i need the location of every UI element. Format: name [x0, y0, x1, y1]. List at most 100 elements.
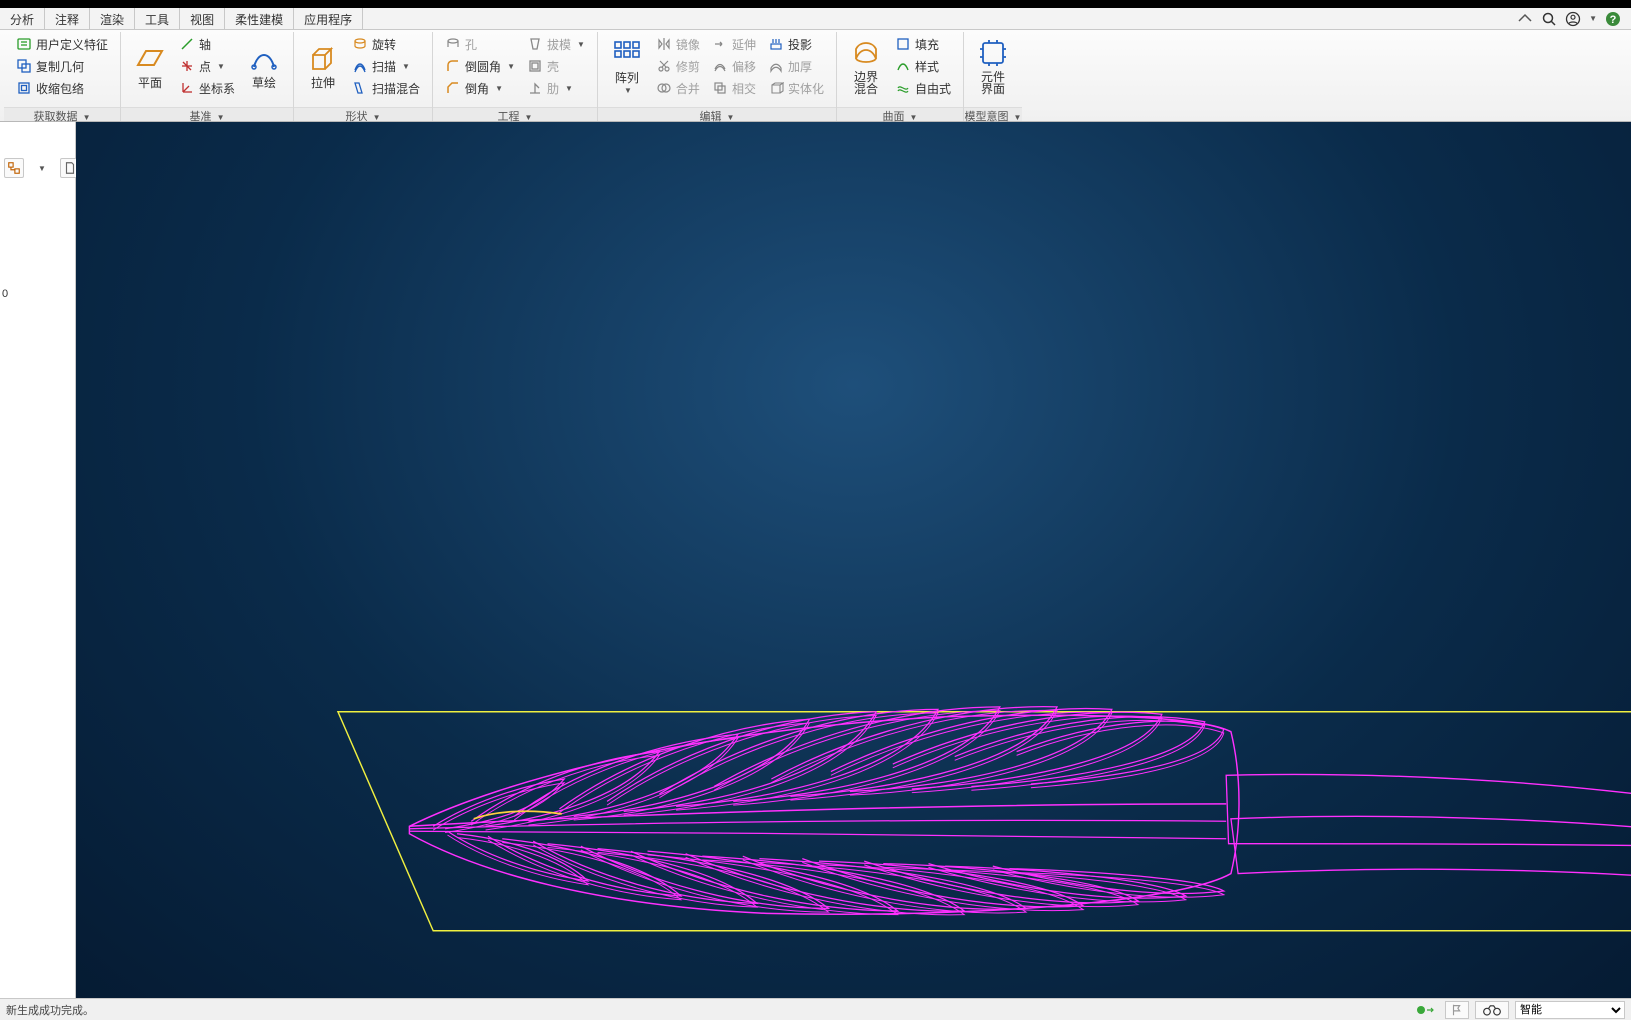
user-feature-button[interactable]: 用户定义特征 [14, 34, 110, 54]
copy-geom-icon [16, 58, 32, 74]
project-icon [768, 36, 784, 52]
tab-view[interactable]: 视图 [180, 8, 225, 29]
revolve-label: 旋转 [372, 36, 396, 53]
plane-button[interactable]: 平面 [127, 34, 173, 98]
swept-blend-icon [352, 80, 368, 96]
offset-icon [712, 58, 728, 74]
shell-button[interactable]: 壳 [525, 56, 587, 76]
copy-geom-button[interactable]: 复制几何 [14, 56, 110, 76]
trim-button[interactable]: 修剪 [654, 56, 702, 76]
fill-button[interactable]: 填充 [893, 34, 953, 54]
point-label: 点 [199, 58, 211, 75]
tree-node-0[interactable]: 0 [2, 288, 8, 300]
user-icon[interactable] [1565, 11, 1581, 27]
trim-icon [656, 58, 672, 74]
group-title-engineering: 工程 ▼ [433, 107, 597, 121]
axis-label: 轴 [199, 36, 211, 53]
sketch-label: 草绘 [252, 77, 276, 89]
round-button[interactable]: 倒圆角▼ [443, 56, 517, 76]
shrinkwrap-button[interactable]: 收缩包络 [14, 78, 110, 98]
model-tree-icon[interactable] [4, 158, 24, 178]
merge-button[interactable]: 合并 [654, 78, 702, 98]
pattern-button[interactable]: 阵列 ▼ [604, 34, 650, 98]
window-titlebar-blackstrip [0, 0, 1631, 8]
record-icon[interactable] [1411, 1004, 1439, 1016]
boundary-blend-label: 边界 混合 [854, 71, 878, 95]
boundary-blend-icon [850, 37, 882, 69]
plane-label: 平面 [138, 77, 162, 89]
rib-button[interactable]: 肋▼ [525, 78, 587, 98]
ribbon-group-datum: 平面 轴 点▼ 坐标系 草绘 基准 ▼ [121, 32, 294, 121]
draft-button[interactable]: 拔模▼ [525, 34, 587, 54]
flag-icon[interactable] [1445, 1001, 1469, 1019]
shrinkwrap-icon [16, 80, 32, 96]
ribbon-group-surface: 边界 混合 填充 样式 自由式 曲面 ▼ [837, 32, 964, 121]
csys-button[interactable]: 坐标系 [177, 78, 237, 98]
ribbon-group-intent: 元件 界面 模型意图 ▼ [964, 32, 1022, 121]
tab-flex-model[interactable]: 柔性建模 [225, 8, 294, 29]
solidify-button[interactable]: 实体化 [766, 78, 826, 98]
tab-annotate[interactable]: 注释 [45, 8, 90, 29]
style-icon [895, 58, 911, 74]
ribbon-group-shapes: 拉伸 旋转 扫描▼ 扫描混合 形状 ▼ [294, 32, 433, 121]
component-ui-icon [977, 37, 1009, 69]
pattern-icon [611, 38, 643, 70]
offset-button[interactable]: 偏移 [710, 56, 758, 76]
csys-label: 坐标系 [199, 80, 235, 97]
binoculars-icon[interactable] [1475, 1001, 1509, 1019]
tab-analysis[interactable]: 分析 [0, 8, 45, 29]
revolve-button[interactable]: 旋转 [350, 34, 422, 54]
point-button[interactable]: 点▼ [177, 56, 237, 76]
shrinkwrap-label: 收缩包络 [36, 80, 84, 97]
group-title-datum: 基准 ▼ [121, 107, 293, 121]
collapse-ribbon-icon[interactable] [1517, 11, 1533, 27]
extend-button[interactable]: 延伸 [710, 34, 758, 54]
intersect-button[interactable]: 相交 [710, 78, 758, 98]
style-button[interactable]: 样式 [893, 56, 953, 76]
swept-blend-label: 扫描混合 [372, 80, 420, 97]
user-feature-label: 用户定义特征 [36, 36, 108, 53]
tab-applications[interactable]: 应用程序 [294, 8, 363, 29]
selection-filter-select[interactable]: 智能 [1515, 1001, 1625, 1019]
chamfer-label: 倒角 [465, 80, 489, 97]
sweep-button[interactable]: 扫描▼ [350, 56, 422, 76]
main-area: ▼ ▼ 0 [0, 122, 1631, 998]
help-icon[interactable]: ? [1605, 11, 1621, 27]
tab-tools[interactable]: 工具 [135, 8, 180, 29]
pattern-label: 阵列 [615, 72, 639, 84]
fill-icon [895, 36, 911, 52]
chamfer-icon [445, 80, 461, 96]
freeform-button[interactable]: 自由式 [893, 78, 953, 98]
search-icon[interactable] [1541, 11, 1557, 27]
draft-label: 拔模 [547, 36, 571, 53]
chamfer-button[interactable]: 倒角▼ [443, 78, 517, 98]
project-button[interactable]: 投影 [766, 34, 826, 54]
statusbar: 新生成成功完成。 智能 [0, 998, 1631, 1020]
extrude-icon [307, 43, 339, 75]
thicken-button[interactable]: 加厚 [766, 56, 826, 76]
sketch-button[interactable]: 草绘 [241, 34, 287, 98]
model-tree-pane: ▼ ▼ 0 [0, 122, 76, 998]
sketch-icon [248, 43, 280, 75]
axis-button[interactable]: 轴 [177, 34, 237, 54]
mirror-button[interactable]: 镜像 [654, 34, 702, 54]
user-feature-icon [16, 36, 32, 52]
component-ui-button[interactable]: 元件 界面 [970, 34, 1016, 98]
thicken-icon [768, 58, 784, 74]
ribbon: 用户定义特征 复制几何 收缩包络 获取数据 ▼ 平面 轴 [0, 30, 1631, 122]
viewport-3d[interactable] [76, 122, 1631, 998]
group-title-intent: 模型意图 ▼ [964, 107, 1022, 121]
freeform-icon [895, 80, 911, 96]
merge-icon [656, 80, 672, 96]
ribbon-group-edit: 阵列 ▼ 镜像 修剪 合并 延伸 偏移 相交 投影 加厚 实体化 编辑 ▼ [598, 32, 837, 121]
tab-render[interactable]: 渲染 [90, 8, 135, 29]
extrude-button[interactable]: 拉伸 [300, 34, 346, 98]
solidify-icon [768, 80, 784, 96]
rib-label: 肋 [547, 80, 559, 97]
boundary-blend-button[interactable]: 边界 混合 [843, 34, 889, 98]
feather-wireframe [409, 707, 1631, 915]
swept-blend-button[interactable]: 扫描混合 [350, 78, 422, 98]
round-label: 倒圆角 [465, 58, 501, 75]
hole-button[interactable]: 孔 [443, 34, 517, 54]
csys-icon [179, 80, 195, 96]
